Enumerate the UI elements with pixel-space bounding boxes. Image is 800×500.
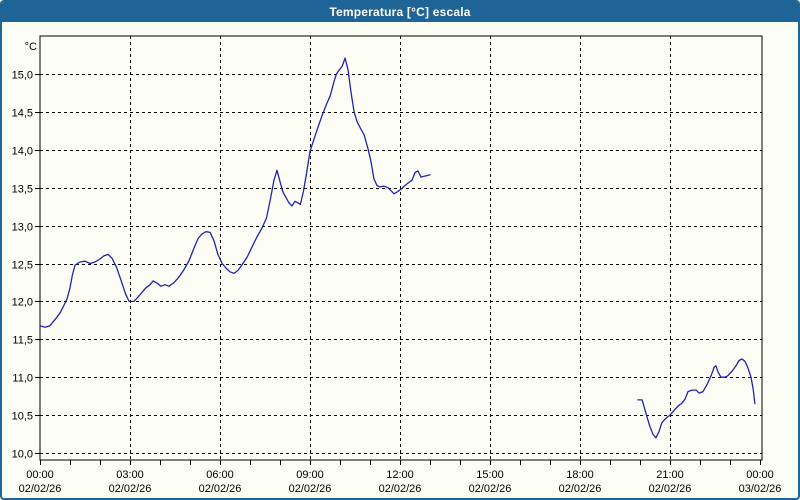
x-tick-date: 02/02/26 [199,483,242,495]
x-tick-date: 02/02/26 [19,483,62,495]
y-tick-label: 13,0 [12,222,33,234]
y-tick-label: 14,5 [12,108,33,120]
y-axis-unit-label: °C [25,41,37,53]
x-tick-time: 00:00 [746,469,774,481]
x-tick-time: 12:00 [386,469,414,481]
y-tick-label: 15,0 [12,70,33,82]
y-tick-label: 11,5 [12,335,33,347]
y-tick-label: 11,0 [12,373,33,385]
x-tick-time: 18:00 [566,469,594,481]
window-titlebar[interactable]: Temperatura [°C] escala [2,2,798,22]
y-tick-label: 10,0 [12,449,33,461]
temperature-line [637,358,756,439]
chart-area: 15,0 14,5 14,0 13,5 13,0 12,5 12,0 11,5 11,0 10,5… [2,22,798,498]
x-tick-time: 06:00 [206,469,234,481]
x-tick-date: 02/02/26 [109,483,152,495]
y-tick-label: 13,5 [12,184,33,196]
x-tick-date: 02/02/26 [469,483,512,495]
x-tick-date: 03/02/26 [739,483,782,495]
temperature-line [39,57,431,328]
x-tick-time: 15:00 [476,469,504,481]
x-tick-date: 02/02/26 [559,483,602,495]
y-tick-label: 14,0 [12,146,33,158]
window-title: Temperatura [°C] escala [329,5,471,19]
x-tick-date: 02/02/26 [289,483,332,495]
x-tick-time: 00:00 [26,469,54,481]
y-tick-label: 10,5 [12,411,33,423]
x-tick-time: 21:00 [656,469,684,481]
x-tick-date: 02/02/26 [379,483,422,495]
temperature-chart: 15,0 14,5 14,0 13,5 13,0 12,5 12,0 11,5 11,0 10,5… [12,35,782,495]
x-tick-time: 09:00 [296,469,324,481]
y-tick-label: 12,0 [12,297,33,309]
x-tick-date: 02/02/26 [649,483,692,495]
y-tick-label: 12,5 [12,260,33,272]
x-tick-time: 03:00 [116,469,144,481]
